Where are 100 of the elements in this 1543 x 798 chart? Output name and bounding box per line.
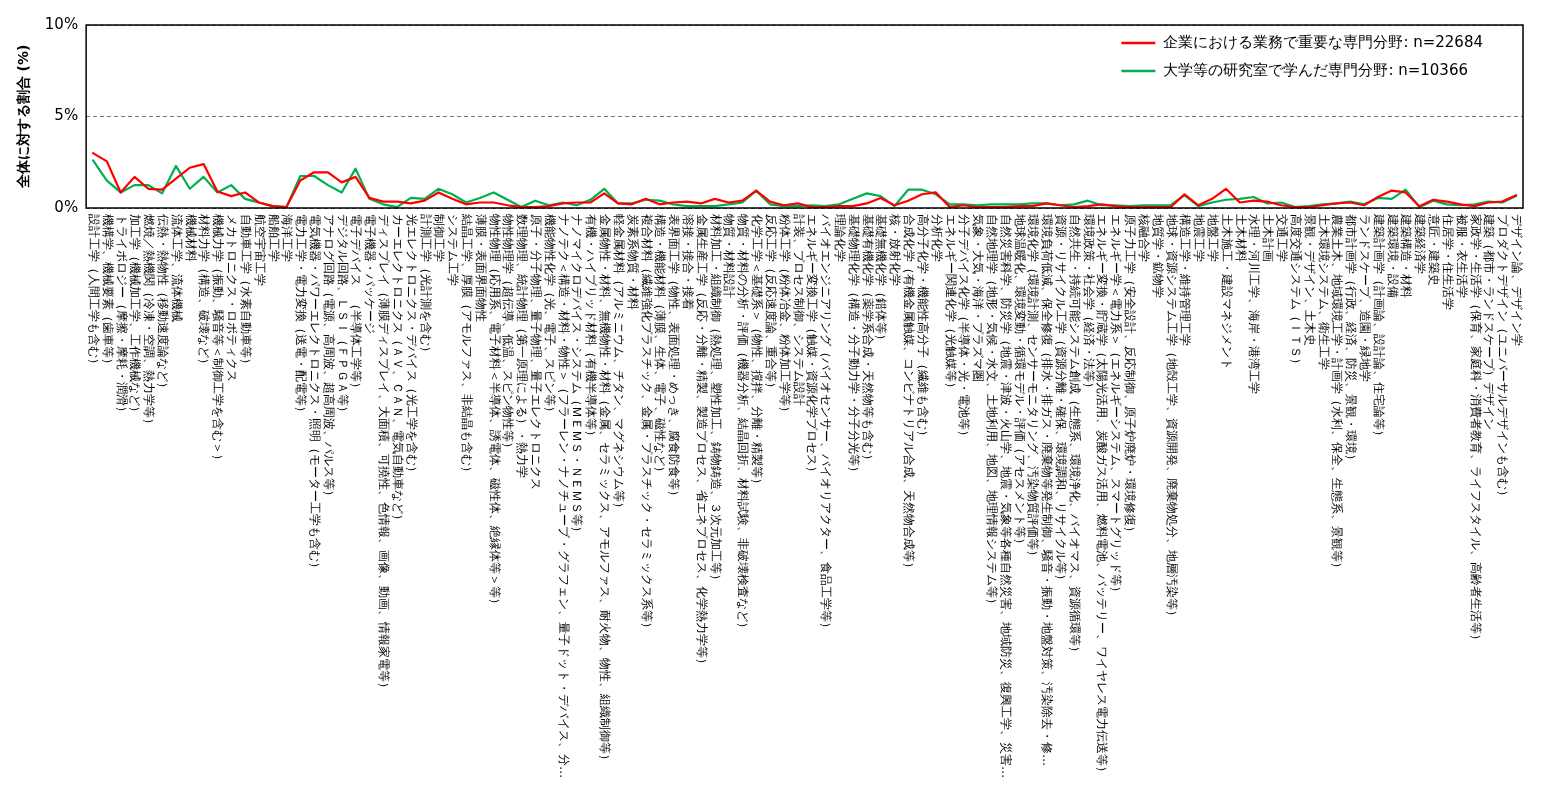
x-tick-label: 自然共生・持続可能システム創成（生態系、環境浄化、バイオマス、資源循環等） xyxy=(1067,214,1082,658)
x-tick-label: 環境政策・社会学（経済・法等） xyxy=(1081,214,1096,394)
x-tick-label: 機械材料 xyxy=(183,214,198,262)
x-tick-label: 地質学・鉱物学 xyxy=(1150,213,1165,298)
x-tick-label: 都市計画学（行政、経済、防災、景観・環境） xyxy=(1344,214,1359,466)
x-tick-label: アナログ回路（電源、高周波、超高周波、パルス等） xyxy=(321,214,336,502)
x-tick-label: 材料力学（構造、破壊など） xyxy=(197,213,212,370)
x-tick-label: エネルギー変換工学（触媒・資源化学プロセス） xyxy=(805,214,820,478)
x-tick-label: 結晶工学、厚膜（アモルファス、非結晶も含む） xyxy=(459,213,474,478)
x-tick-label: 化学工学＜基礎系＞（物性、撹拌、分離・精製等） xyxy=(750,214,765,490)
x-tick-label: 物質・材料の分析・評価（機器分析、結晶回折、材料試験、非破壊検査など） xyxy=(736,214,751,634)
x-tick-label: 自然災害科学、防災学（地震・津波・火山学、地震・気象等各種自然災害、地域防災、復興工学、災害… xyxy=(998,214,1013,778)
x-tick-label: 金属生産工学（反応・分離・精製、製造プロセス、省エネプロセス、化学熱力学等） xyxy=(694,214,709,670)
x-tick-label: トライボロジー（摩擦・摩耗・潤滑） xyxy=(114,214,129,418)
x-tick-label: 建築計画学（計画論、設計論、住宅論等） xyxy=(1371,213,1386,442)
x-tick-label: 加工学（機械加工学、工作機械など） xyxy=(128,214,143,418)
y-tick-label: 0% xyxy=(54,197,79,216)
x-tick-label: 環境負荷低減、保全修復（排水・排ガス・廃棄物等発生制御、騒音・振動・地盤対策、汚染除去・修… xyxy=(1040,214,1055,766)
x-tick-label: 軽金属材料（アルミニウム、チタン、マグネシウム等） xyxy=(611,214,626,514)
x-tick-label: 自動車工学（水素自動車等） xyxy=(238,214,253,370)
x-tick-label: 地盤工学 xyxy=(1206,213,1221,262)
x-tick-label: 原子力工学（安全設計、反応制御、原子炉廃炉・環境修復） xyxy=(1123,214,1138,538)
x-tick-label: 家政学・生活学（保育、家庭科・消費者教育、ライフスタイル、高齢者生活等） xyxy=(1468,214,1483,646)
x-tick-label: 交通工学 xyxy=(1275,214,1290,262)
x-tick-label: 高度交通システム（ＩＴＳ） xyxy=(1288,214,1303,370)
x-tick-label: 建築環境・設備 xyxy=(1385,213,1400,298)
x-tick-label: 基礎物理化学（構造・分子動力学・分子分光等） xyxy=(846,214,861,478)
x-tick-label: 意匠・建築史 xyxy=(1427,213,1442,286)
x-tick-label: 溶接・接合・接着 xyxy=(681,214,696,310)
x-tick-label: プロダクトデザイン（ユニバーサルデザインも含む） xyxy=(1496,214,1511,502)
x-tick-label: 電力工学・電力変換（送電・配電等） xyxy=(294,214,309,418)
x-tick-label: 有機・ハイブリッド材料（有機半導体等） xyxy=(584,214,599,442)
x-tick-label: バイオエンジニアリング（バイオセンサー、バイオリアクター、食品工学等） xyxy=(819,213,834,634)
x-tick-label: 航空宇宙工学 xyxy=(252,214,267,286)
x-tick-label: 構造工学・維持管理工学 xyxy=(1178,214,1193,346)
legend-label: 大学等の研究室で学んだ専門分野: n=10366 xyxy=(1163,60,1469,79)
x-tick-label: 核融合学 xyxy=(1136,213,1151,262)
x-tick-label: 制御工学 xyxy=(432,214,447,262)
x-tick-label: 建築（都市・ランドスケープ）デザイン xyxy=(1482,213,1497,430)
x-tick-label: 理論化学 xyxy=(832,214,847,262)
y-tick-label: 10% xyxy=(44,14,79,33)
x-tick-label: 農業土木、地域環境工学・計画学（水利、保全、生態系、景観等） xyxy=(1330,214,1345,574)
x-tick-label: 複合材料（繊維強化プラスチック、金属・プラスチック・セラミックス系等） xyxy=(639,214,654,634)
x-tick-label: 原子・分子物理、量子物理、量子エレクトロニクス xyxy=(529,214,544,490)
x-tick-label: 基礎有機化学（薬学系合成・天然物等も含む） xyxy=(860,214,875,466)
x-tick-label: 土木施工・建設マネジメント xyxy=(1219,214,1234,370)
x-tick-label: 流体工学、流体機械 xyxy=(169,214,184,322)
x-tick-label: 土木計画 xyxy=(1261,214,1276,262)
x-tick-label: 土木材料 xyxy=(1233,214,1248,262)
x-tick-label: 設計工学（人間工学も含む） xyxy=(86,214,101,370)
x-tick-label: 燃焼／熱機関（冷凍・空調、熱力学等） xyxy=(142,214,157,430)
legend-label: 企業における業務で重要な専門分野: n=22684 xyxy=(1163,32,1484,51)
x-tick-label: デジタル回路、ＬＳＩ（ＦＰＧＡ等） xyxy=(335,214,350,418)
x-tick-label: 金属物性・材料、無機物性・材料（金属、セラミックス、アモルファス、耐火物、物性、組織制御等） xyxy=(598,214,613,766)
x-tick-label: 数理物理、統計物理（第一原理による）・熱力学 xyxy=(515,214,530,478)
x-tick-label: 基礎無機化学（錯体等） xyxy=(874,214,889,346)
x-tick-label: 機構学、機械要素（歯車等） xyxy=(100,214,115,370)
x-tick-label: メカトロニクス・ロボティクス xyxy=(225,214,240,382)
x-tick-label: ディスプレイ（薄膜ディスプレイ、大面積、可撓性、色情報、画像、動画、情報家電等） xyxy=(377,214,392,694)
x-tick-label: 建築構造・材料 xyxy=(1399,213,1414,298)
x-tick-label: カーエレクトロニクス（ＡＶ、ＣＡＮ、電気自動車など） xyxy=(390,214,405,526)
x-tick-label: 船舶工学 xyxy=(266,214,281,262)
x-tick-label: 地球温暖化、環境変動・循環モデル・評価（アセスメント等） xyxy=(1012,213,1027,550)
x-tick-label: 機械力学（振動、騒音等＜制御工学を含む＞） xyxy=(211,214,226,466)
x-tick-label: 計測工学（光計測を含む） xyxy=(418,214,433,358)
x-tick-label: 高分子化学・機能性高分子（繊維も含む） xyxy=(915,214,930,442)
x-tick-label: 環境化学（環境計測、センサーモニタリング、汚染物質評価等） xyxy=(1026,214,1041,562)
x-tick-label: 粉体工学（粉体冶金、粉体加工学等） xyxy=(777,214,792,418)
x-tick-label: 伝熱・熱物性（移動速度論など） xyxy=(156,214,170,394)
x-tick-label: 物質・材料設計 xyxy=(722,214,737,298)
x-tick-label: エネルギー関連化学（光触媒等） xyxy=(943,214,958,394)
x-tick-label: 海洋工学 xyxy=(280,214,295,262)
x-tick-label: 景観・デザイン、土木史 xyxy=(1302,214,1317,346)
x-tick-label: 炭素系物質・材料 xyxy=(625,214,640,310)
x-tick-label: 物性物理（応用系、電子材料＜半導体、誘電体、磁性体、絶縁体等＞等） xyxy=(487,214,502,610)
y-axis-title: 全体に対する割合 (%) xyxy=(15,44,32,190)
x-tick-label: 建築経済学 xyxy=(1413,213,1428,274)
x-tick-label: エネルギー学＜電力系＞（エネルギーシステム、スマートグリッド等） xyxy=(1109,214,1124,598)
x-tick-label: 被服・衣生活学 xyxy=(1454,214,1469,298)
x-tick-label: 材料加工・組織制御（熱処理、塑性加工、鋳物鋳造、３次元加工等） xyxy=(708,213,723,586)
x-tick-label: 表界面工学（物性、表面処理・めっき、腐食防食等） xyxy=(667,214,682,502)
x-tick-label: 住居学・住生活学 xyxy=(1440,213,1455,310)
x-tick-label: 物性物理学（超伝導、低温、スピン物性等） xyxy=(501,214,516,454)
x-tick-label: 電子機器・パッケージ xyxy=(363,214,378,334)
x-tick-label: 計装、プロセス制御、システム設計 xyxy=(791,214,806,406)
x-tick-label: 資源・リサイクル工学（資源分離・確保、環境調和、リサイクル等） xyxy=(1054,214,1069,586)
x-tick-label: 地球・資源システム工学（地殻工学、資源開発、廃棄物処分、地層汚染等） xyxy=(1164,213,1179,622)
x-tick-label: 反応工学（反応速度論、重合等） xyxy=(763,214,778,394)
x-tick-label: ナノマイクロデバイス・システム（ＭＥＭＳ・ＮＥＭＳ等） xyxy=(570,214,585,538)
x-tick-label: ナノテク＜構造・材料・物性＞（フラーレン・ナノチューブ・グラフェン、量子ドット・デバイス、分… xyxy=(556,214,571,778)
x-tick-label: 土木環境システム、衛生工学 xyxy=(1316,214,1331,370)
y-tick-label: 5% xyxy=(54,106,79,125)
x-tick-label: 機能物性化学（光、電子、スピン等） xyxy=(542,214,557,418)
x-tick-label: 自然地理学（地形・気候・水文、土地利用、地図、地理情報システム等） xyxy=(984,214,999,610)
x-tick-label: システム工学 xyxy=(446,214,461,286)
x-tick-label: ランドスケープ、造園・緑地学 xyxy=(1357,214,1372,382)
x-tick-label: 合成化学（有機金属触媒、コンビナトリアル合成、天然物合成等） xyxy=(902,214,917,574)
x-tick-label: 電気機器・パワーエレクトロニクス・照明（モーター工学も含む） xyxy=(307,214,322,574)
x-tick-label: 水理・河川工学、海岸・港湾工学 xyxy=(1247,214,1262,394)
x-tick-label: 気象・大気・海洋・プラズマ圏 xyxy=(971,214,986,382)
